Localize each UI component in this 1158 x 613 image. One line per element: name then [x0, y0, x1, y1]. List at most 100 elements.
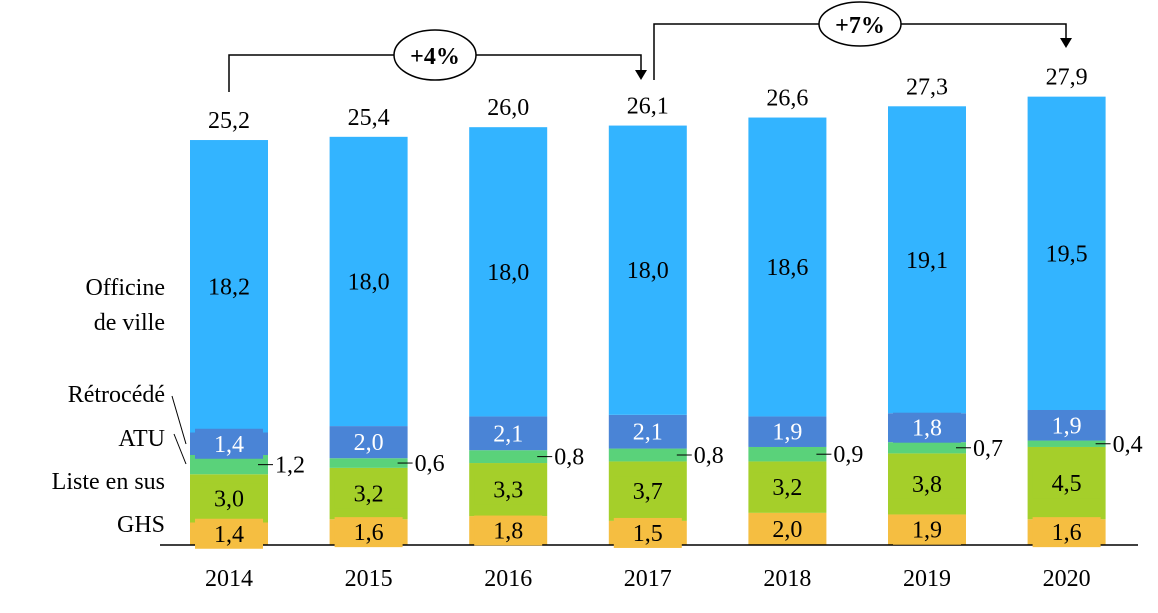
growth-label-7: +7%	[835, 13, 885, 39]
arrow-down-icon	[1060, 38, 1072, 48]
total-label-2018: 26,6	[766, 86, 808, 112]
bar-segment-officine-de-ville-2020	[1027, 96, 1106, 411]
data-label-bg	[893, 468, 961, 499]
data-label-bg	[613, 517, 682, 548]
data-label-bg	[893, 412, 961, 443]
bar-segment-officine-de-ville-2014	[190, 140, 268, 433]
data-label-officine-de-ville-2018: 18,6	[766, 255, 808, 281]
data-label-atu-2019: 0,7	[973, 436, 1003, 462]
data-label-bg	[334, 478, 403, 509]
bar-segment-atu-2015	[329, 458, 408, 468]
data-label-retrocede-2018: 1,9	[772, 420, 802, 446]
data-label-ghs-2016: 1,8	[493, 519, 523, 545]
data-label-retrocede-2015: 2,0	[354, 430, 384, 456]
data-label-officine-de-ville-2020: 19,5	[1046, 241, 1088, 267]
data-label-atu-2018: 0,9	[833, 442, 863, 468]
bar-segment-officine-de-ville-2015	[329, 136, 408, 427]
data-label-bg	[474, 418, 543, 449]
x-tick-label-2014: 2014	[205, 566, 253, 592]
data-label-ghs-2018: 2,0	[772, 517, 802, 543]
data-label-ghs-2019: 1,9	[912, 518, 942, 544]
total-label-2020: 27,9	[1046, 65, 1088, 91]
bar-segment-atu-2020	[1027, 440, 1106, 447]
data-label-bg	[195, 483, 263, 514]
data-label-officine-de-ville-2017: 18,0	[627, 258, 669, 284]
data-label-bg	[1032, 517, 1101, 548]
data-label-bg	[1032, 410, 1101, 441]
data-label-officine-de-ville-2016: 18,0	[487, 260, 529, 286]
growth-annotation-7: +7%	[653, 1, 1072, 80]
data-label-bg	[753, 472, 822, 503]
x-tick-label-2016: 2016	[484, 566, 532, 592]
data-label-bg	[334, 517, 403, 548]
bar-segment-atu-2017	[608, 448, 687, 462]
data-label-officine-de-ville-2019: 19,1	[906, 248, 948, 274]
x-tick-label-2015: 2015	[345, 566, 393, 592]
data-label-bg	[893, 514, 961, 545]
bar-segment-officine-de-ville-2016	[469, 127, 548, 417]
bar-segment-officine-de-ville-2017	[608, 125, 687, 415]
data-label-bg	[195, 518, 263, 549]
total-label-2016: 26,0	[487, 95, 529, 121]
data-label-bg	[334, 427, 403, 458]
data-label-liste-en-sus-2017: 3,7	[633, 479, 663, 505]
total-label-2017: 26,1	[627, 94, 669, 120]
total-label-2015: 25,4	[348, 105, 390, 131]
data-label-bg	[613, 476, 682, 507]
data-label-bg	[753, 416, 822, 447]
data-label-retrocede-2014: 1,4	[214, 432, 244, 458]
data-label-bg	[753, 513, 822, 544]
growth-label-4: +4%	[410, 44, 460, 70]
legend-atu: ATU	[118, 426, 165, 452]
legend: Officine de ville Rétrocédé ATU Liste en…	[52, 275, 187, 538]
data-label-retrocede-2016: 2,1	[493, 421, 523, 447]
data-label-ghs-2017: 1,5	[633, 521, 663, 547]
data-label-atu-2014: 1,2	[275, 453, 305, 479]
data-label-atu-2017: 0,8	[694, 443, 724, 469]
data-label-atu-2020: 0,4	[1113, 432, 1143, 458]
data-label-bg	[474, 515, 543, 546]
bar-segment-atu-2018	[748, 446, 827, 462]
x-tick-label-2018: 2018	[763, 566, 811, 592]
x-tick-label-2020: 2020	[1043, 566, 1091, 592]
total-label-2019: 27,3	[906, 74, 948, 100]
data-label-liste-en-sus-2016: 3,3	[493, 478, 523, 504]
data-label-retrocede-2017: 2,1	[633, 420, 663, 446]
bar-segment-atu-2019	[888, 442, 966, 454]
legend-officine-line2: de ville	[94, 310, 165, 336]
data-label-atu-2016: 0,8	[554, 445, 584, 471]
data-label-retrocede-2019: 1,8	[912, 416, 942, 442]
data-label-bg	[474, 474, 543, 505]
data-label-ghs-2015: 1,6	[354, 520, 384, 546]
data-label-bg	[195, 428, 263, 459]
leader-line-retrocede	[171, 395, 187, 445]
data-label-liste-en-sus-2018: 3,2	[772, 475, 802, 501]
data-label-liste-en-sus-2019: 3,8	[912, 472, 942, 498]
legend-retrocede: Rétrocédé	[68, 382, 165, 408]
data-label-atu-2015: 0,6	[415, 451, 445, 477]
bar-segment-officine-de-ville-2018	[748, 117, 827, 417]
data-label-liste-en-sus-2015: 3,2	[354, 482, 384, 508]
legend-officine-line1: Officine	[85, 275, 165, 301]
data-label-retrocede-2020: 1,9	[1052, 413, 1082, 439]
data-label-bg	[1032, 468, 1101, 499]
data-label-officine-de-ville-2014: 18,2	[208, 274, 250, 300]
legend-liste: Liste en sus	[52, 469, 165, 495]
data-label-bg	[613, 416, 682, 447]
data-label-liste-en-sus-2014: 3,0	[214, 486, 244, 512]
arrow-down-icon	[635, 70, 647, 80]
data-label-liste-en-sus-2020: 4,5	[1052, 471, 1082, 497]
data-label-officine-de-ville-2015: 18,0	[348, 269, 390, 295]
growth-annotation-4: +4%	[228, 29, 647, 92]
bar-segment-officine-de-ville-2019	[888, 106, 966, 414]
data-label-ghs-2014: 1,4	[214, 522, 244, 548]
x-tick-label-2017: 2017	[624, 566, 672, 592]
bar-segment-atu-2014	[190, 455, 268, 475]
data-label-ghs-2020: 1,6	[1052, 520, 1082, 546]
bar-segment-atu-2016	[469, 450, 548, 464]
leader-line-atu	[173, 433, 187, 465]
legend-ghs: GHS	[117, 512, 165, 538]
total-label-2014: 25,2	[208, 108, 250, 134]
x-tick-label-2019: 2019	[903, 566, 951, 592]
